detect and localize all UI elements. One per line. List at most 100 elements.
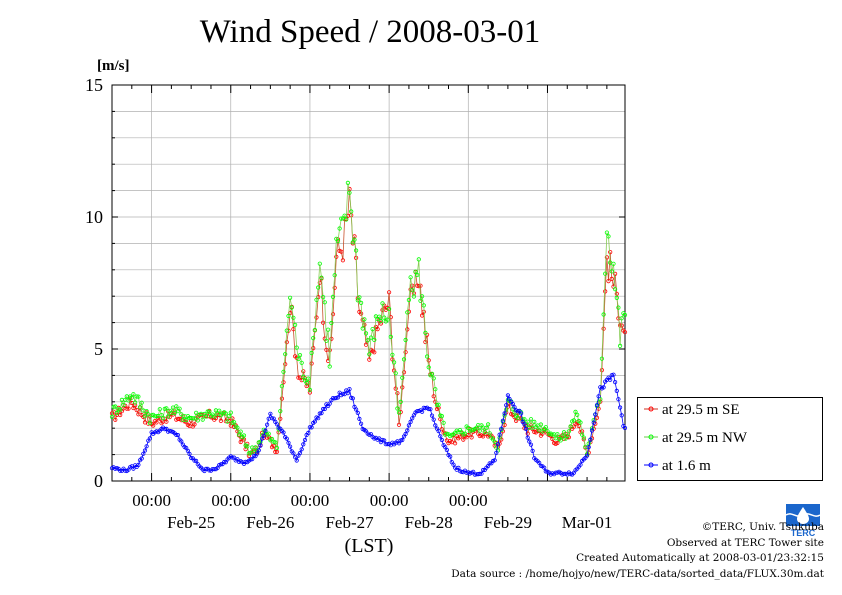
- data-point-nw: [403, 337, 408, 343]
- data-point-nw: [405, 310, 410, 315]
- data-point-low: [287, 444, 293, 449]
- data-point-nw: [279, 384, 284, 389]
- data-point-se: [395, 391, 400, 396]
- data-point-nw: [566, 429, 572, 434]
- data-point-se: [278, 416, 283, 421]
- data-point-nw: [225, 419, 230, 424]
- data-point-nw: [433, 387, 438, 392]
- data-point-nw: [558, 438, 563, 443]
- data-point-nw: [154, 414, 159, 419]
- data-point-nw: [365, 338, 370, 343]
- data-point-nw: [118, 407, 123, 412]
- data-point-low: [271, 416, 276, 421]
- data-point-nw: [121, 402, 126, 407]
- data-point-nw: [579, 432, 585, 437]
- data-point-nw: [431, 376, 436, 381]
- data-point-low: [382, 438, 387, 443]
- copyright-text: ©TERC, Univ. Tsukuba: [701, 521, 824, 533]
- data-point-se: [330, 312, 336, 317]
- data-point-se: [608, 250, 613, 255]
- data-point-nw: [426, 365, 431, 370]
- data-point-se: [118, 412, 123, 418]
- data-point-nw: [482, 430, 487, 435]
- data-point-nw: [382, 315, 387, 320]
- data-point-nw: [284, 328, 289, 333]
- data-point-nw: [312, 327, 317, 333]
- data-point-se: [334, 254, 339, 259]
- data-point-low: [179, 439, 184, 444]
- y-tick-label: 10: [85, 207, 103, 227]
- data-point-nw: [320, 294, 326, 300]
- data-point-nw: [611, 261, 616, 266]
- data-point-se: [604, 255, 610, 260]
- data-point-nw: [309, 350, 314, 356]
- legend-label-se: at 29.5 m SE: [662, 402, 740, 418]
- data-point-se: [332, 285, 337, 290]
- data-point-nw: [413, 269, 418, 274]
- data-point-low: [284, 436, 289, 441]
- data-point-low: [601, 385, 606, 390]
- data-point-se: [375, 326, 380, 332]
- data-point-low: [255, 451, 260, 456]
- data-point-nw: [311, 335, 316, 341]
- data-point-nw: [571, 418, 577, 423]
- data-point-nw: [418, 298, 423, 303]
- data-point-low: [286, 440, 291, 445]
- data-point-low: [345, 390, 350, 396]
- data-point-se: [134, 407, 139, 413]
- data-point-low: [294, 458, 299, 463]
- data-point-se: [309, 361, 314, 366]
- data-point-low: [403, 431, 408, 437]
- data-point-low: [448, 454, 453, 459]
- data-point-nw: [195, 418, 200, 423]
- data-point-se: [439, 427, 444, 432]
- data-point-low: [479, 471, 484, 476]
- legend-label-low: at 1.6 m: [662, 458, 711, 474]
- data-point-low: [162, 426, 167, 432]
- data-point-nw: [406, 297, 411, 303]
- data-point-nw: [330, 294, 336, 299]
- data-point-nw: [266, 431, 271, 436]
- data-point-nw: [126, 398, 131, 403]
- data-point-low: [428, 407, 433, 412]
- data-point-se: [284, 340, 289, 345]
- data-point-nw: [342, 213, 347, 218]
- data-point-nw: [368, 335, 374, 340]
- legend-marker-se: [644, 406, 658, 412]
- x-tick-time-label: 00:00: [291, 491, 330, 510]
- data-point-se: [307, 390, 312, 395]
- data-point-low: [144, 444, 149, 449]
- data-point-nw: [194, 410, 199, 415]
- data-point-se: [164, 419, 169, 424]
- data-point-low: [142, 448, 148, 453]
- data-point-se: [609, 276, 614, 281]
- data-point-se: [301, 369, 306, 374]
- data-point-low: [335, 395, 341, 400]
- data-point-low: [497, 432, 502, 437]
- data-point-se: [246, 453, 251, 458]
- data-point-nw: [235, 425, 240, 430]
- data-point-se: [452, 441, 458, 446]
- data-point-low: [431, 417, 436, 422]
- data-point-low: [136, 462, 141, 467]
- data-point-nw: [349, 209, 354, 214]
- x-tick-date-label: Feb-29: [484, 513, 532, 532]
- data-point-se: [576, 423, 581, 429]
- x-tick-date-label: Feb-28: [405, 513, 453, 532]
- data-point-nw: [400, 375, 405, 380]
- data-point-low: [327, 401, 332, 406]
- data-point-se: [133, 403, 138, 408]
- data-point-se: [418, 283, 423, 288]
- data-point-nw: [380, 301, 385, 306]
- grid: [112, 85, 625, 481]
- data-point-nw: [314, 297, 319, 302]
- legend-item-se: at 29.5 m SE: [642, 400, 820, 422]
- data-point-nw: [327, 364, 332, 369]
- data-point-nw: [411, 294, 416, 299]
- data-point-nw: [137, 405, 143, 410]
- data-point-nw: [227, 413, 232, 419]
- data-point-se: [283, 362, 288, 367]
- data-point-nw: [485, 422, 491, 427]
- data-point-nw: [283, 352, 288, 357]
- data-point-low: [617, 405, 623, 410]
